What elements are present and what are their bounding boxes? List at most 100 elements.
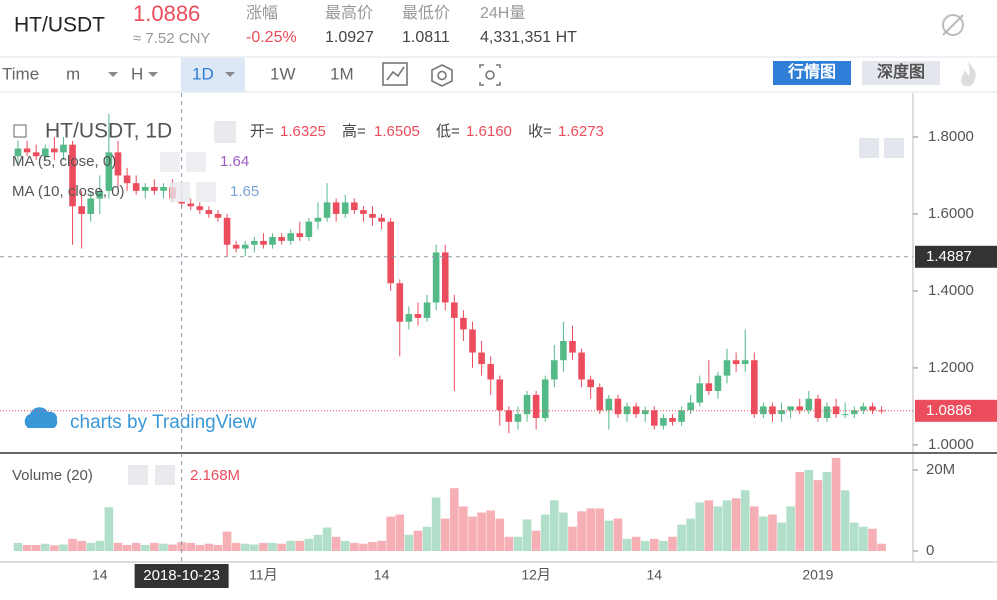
scroll-down[interactable] bbox=[859, 138, 879, 158]
ohlc-legend: 开= bbox=[250, 123, 274, 140]
volume-bar bbox=[477, 512, 486, 551]
candle-body bbox=[651, 410, 658, 426]
candle-body bbox=[451, 302, 458, 318]
volume-bar bbox=[486, 510, 495, 551]
candle-body bbox=[123, 175, 131, 184]
candle-body bbox=[432, 252, 440, 303]
volume-bar bbox=[50, 545, 59, 551]
tab-active-bg bbox=[773, 61, 851, 85]
tab[interactable]: 行情图 bbox=[787, 62, 836, 81]
cny: ≈ 7.52 CNY bbox=[133, 30, 210, 47]
volume-bar bbox=[377, 540, 386, 551]
volume-bar bbox=[795, 472, 805, 551]
volume-bar bbox=[813, 480, 823, 551]
candle-body bbox=[496, 379, 504, 411]
candle-body bbox=[469, 329, 476, 353]
volume-bar bbox=[104, 507, 114, 551]
volume-bar bbox=[240, 543, 250, 551]
ma-close[interactable] bbox=[196, 182, 216, 202]
volume-bar bbox=[740, 490, 750, 551]
ohlc-legend: 1.6160 bbox=[466, 123, 512, 140]
volume-bar bbox=[650, 538, 659, 551]
ohlc-legend: 高= bbox=[342, 123, 366, 140]
volume-bar bbox=[640, 540, 650, 551]
toolbar-item[interactable]: 1D bbox=[192, 64, 214, 83]
candle-body bbox=[14, 148, 22, 157]
crosshair-y-box bbox=[915, 245, 997, 268]
toolbar-item[interactable]: Time bbox=[2, 64, 39, 83]
candle-body bbox=[823, 406, 831, 418]
candle-body bbox=[760, 406, 767, 415]
x-tick-label: 11月 bbox=[249, 567, 278, 583]
price: 1.0886 bbox=[133, 1, 200, 26]
volume-bar bbox=[250, 544, 259, 551]
y-tick-label: 1.8000 bbox=[928, 128, 974, 145]
dropdown-arrow[interactable] bbox=[108, 72, 118, 77]
dropdown-arrow[interactable] bbox=[225, 72, 235, 77]
ohlc-legend: 1.6505 bbox=[374, 123, 420, 140]
candle-body bbox=[305, 221, 313, 238]
toolbar-item[interactable]: m bbox=[66, 64, 80, 83]
y-tick-label: 1.2000 bbox=[928, 359, 974, 376]
toolbar-item[interactable]: 1W bbox=[270, 64, 296, 83]
candle-body bbox=[505, 410, 513, 422]
volume-bar bbox=[304, 538, 314, 551]
pair: HT/USDT bbox=[14, 14, 105, 37]
candle-body bbox=[241, 244, 249, 249]
candle-body bbox=[632, 406, 640, 415]
x-tick-label: 14 bbox=[647, 567, 663, 583]
candle-body bbox=[832, 406, 840, 415]
last-price-label: 1.0886 bbox=[926, 402, 972, 419]
dropdown-arrow[interactable] bbox=[148, 72, 158, 77]
volume-bar bbox=[731, 498, 741, 551]
volume-bar bbox=[350, 542, 359, 551]
volume-bar bbox=[459, 506, 468, 551]
volume-settings[interactable] bbox=[128, 465, 148, 485]
change-label: 涨幅 bbox=[246, 4, 278, 22]
candle-body bbox=[151, 186, 158, 191]
settings-icon[interactable] bbox=[942, 14, 964, 36]
candle-body bbox=[441, 252, 449, 303]
volume-close[interactable] bbox=[155, 465, 175, 485]
candle-body bbox=[796, 406, 804, 411]
volume-bar bbox=[668, 536, 677, 551]
volume-bar bbox=[868, 528, 877, 551]
toolbar-item[interactable]: 1M bbox=[330, 64, 354, 83]
ma-settings[interactable] bbox=[160, 152, 180, 172]
volume-bar bbox=[331, 536, 341, 551]
candle-body bbox=[96, 190, 104, 199]
candle-body bbox=[696, 383, 704, 403]
ma-value: 1.64 bbox=[220, 153, 249, 170]
candle-body bbox=[141, 186, 149, 191]
volume-bar bbox=[177, 542, 186, 551]
toolbar-item[interactable]: H bbox=[131, 64, 143, 83]
volume-bar bbox=[613, 518, 623, 551]
volume-bar bbox=[277, 543, 286, 551]
volume-bar bbox=[531, 530, 541, 551]
candle-body bbox=[414, 314, 422, 318]
scroll-up[interactable] bbox=[884, 138, 904, 158]
volume-bar bbox=[577, 511, 586, 551]
volume-bar bbox=[395, 514, 405, 551]
tab[interactable]: 深度图 bbox=[877, 62, 925, 81]
candle-body bbox=[460, 317, 467, 330]
legend-settings[interactable] bbox=[214, 121, 236, 143]
ohlc-legend: 收= bbox=[528, 123, 552, 140]
volume-bar bbox=[786, 506, 795, 551]
candle-body bbox=[132, 183, 140, 191]
volume-tick-label: 0 bbox=[926, 542, 934, 559]
candle-body bbox=[560, 340, 567, 361]
ma-close[interactable] bbox=[186, 152, 206, 172]
collapse-button[interactable] bbox=[13, 124, 27, 138]
candle-body bbox=[69, 144, 76, 207]
volume-bar bbox=[759, 516, 768, 551]
candle-body bbox=[314, 217, 322, 222]
volume-bar bbox=[468, 516, 477, 551]
volume-bar bbox=[40, 543, 50, 551]
ma-settings[interactable] bbox=[170, 182, 190, 202]
ohlc-legend: 低= bbox=[436, 123, 460, 140]
crosshair-y-label: 1.4887 bbox=[926, 248, 972, 265]
volume-bar bbox=[231, 542, 241, 551]
candle-body bbox=[750, 360, 758, 415]
toolbar-icons[interactable] bbox=[382, 62, 501, 87]
